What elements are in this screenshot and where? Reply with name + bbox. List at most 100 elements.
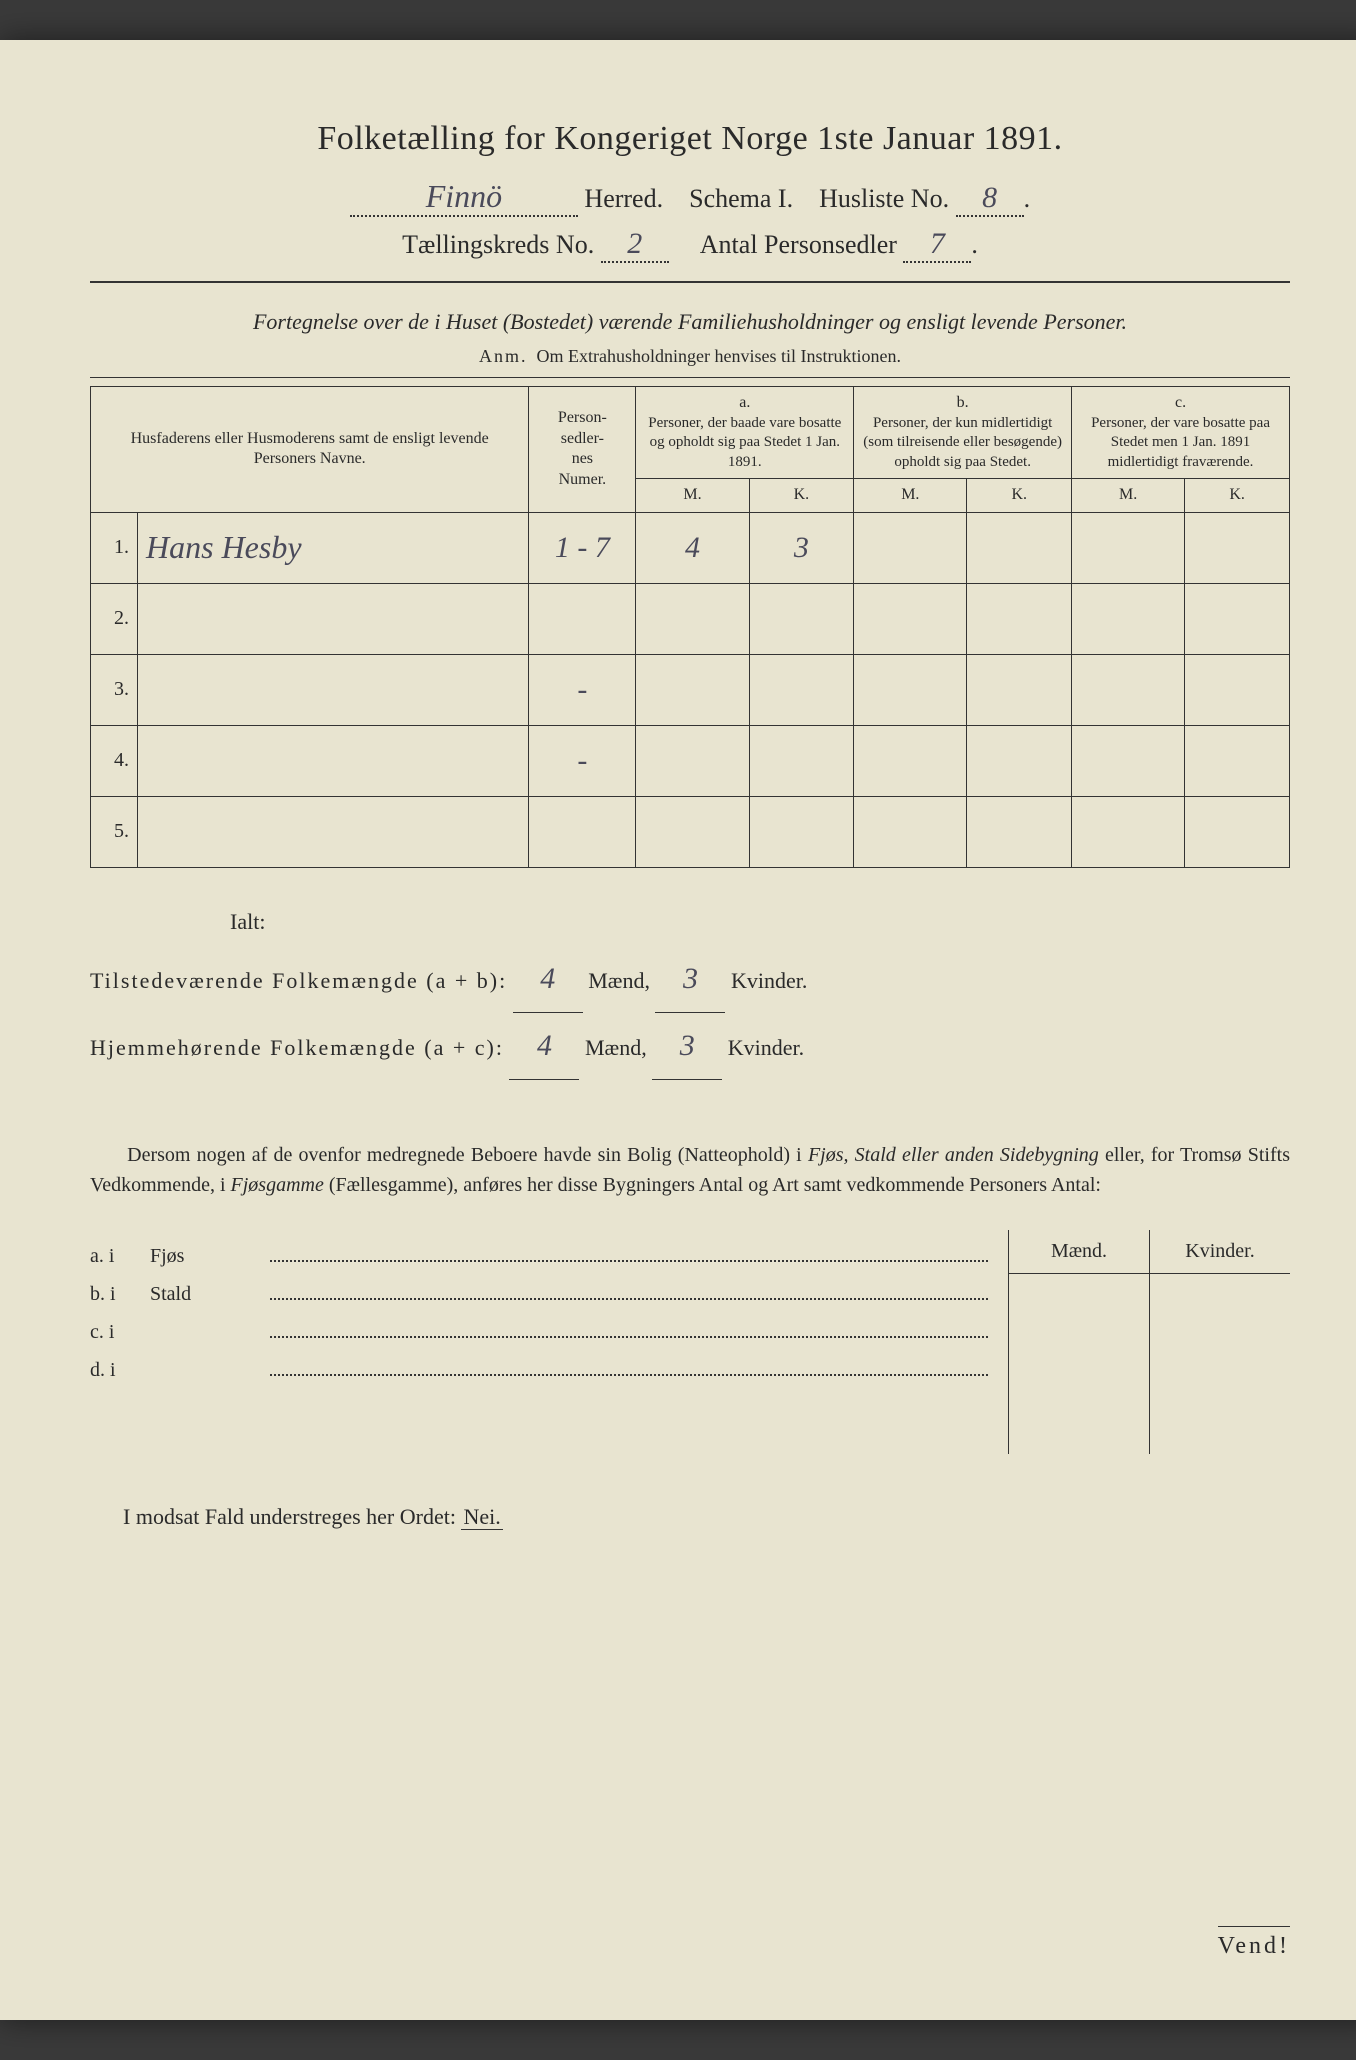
byg-row: c. i — [90, 1320, 988, 1344]
page-title: Folketælling for Kongeriget Norge 1ste J… — [90, 120, 1290, 158]
byg-lead: a. i — [90, 1245, 150, 1268]
kreds-label: Tællingskreds No. — [402, 230, 594, 259]
bygninger-columns: Mænd. Kvinder. — [1008, 1230, 1290, 1454]
row-a-m — [636, 654, 749, 725]
kvinder-label-1: Kvinder. — [731, 968, 807, 993]
col-a-m: M. — [636, 479, 749, 513]
row-a-m — [636, 583, 749, 654]
kreds-value: 2 — [601, 227, 669, 263]
row-c-m — [1072, 796, 1185, 867]
divider — [90, 281, 1290, 283]
row-name — [138, 725, 529, 796]
row-c-m — [1072, 654, 1185, 725]
byg-col-kvinder: Kvinder. — [1149, 1230, 1290, 1454]
totals-line2-label: Hjemmehørende Folkemængde (a + c): — [90, 1035, 504, 1060]
herred-line: Finnö Herred. Schema I. Husliste No. 8. — [90, 178, 1290, 217]
husliste-label: Husliste No. — [819, 184, 949, 213]
byg-col-maend: Mænd. — [1009, 1230, 1149, 1454]
row-b-k — [967, 796, 1072, 867]
row-name — [138, 796, 529, 867]
bygninger-paragraph: Dersom nogen af de ovenfor medregnede Be… — [90, 1140, 1290, 1200]
byg-type: Fjøs — [150, 1245, 270, 1268]
col-a-text: Personer, der baade vare bosatte og opho… — [644, 414, 845, 473]
table-row: 5. — [91, 796, 1290, 867]
row-c-k — [1185, 725, 1290, 796]
byg-head-k: Kvinder. — [1150, 1236, 1290, 1274]
byg-dots — [270, 1282, 988, 1300]
row-sedler — [529, 796, 636, 867]
col-num-header: Person- sedler- nes Numer. — [529, 386, 636, 512]
row-number: 4. — [91, 725, 138, 796]
row-c-k — [1185, 512, 1290, 583]
table-row: 3.- — [91, 654, 1290, 725]
schema-label: Schema I. — [689, 184, 793, 213]
row-b-m — [854, 654, 967, 725]
col-c-m: M. — [1072, 479, 1185, 513]
row-name — [138, 583, 529, 654]
col-b-header: b. Personer, der kun midlertidigt (som t… — [854, 386, 1072, 478]
nei-pre: I modsat Fald understreges her Ordet: — [123, 1504, 461, 1529]
byg-dots — [270, 1244, 988, 1262]
form-subtitle: Fortegnelse over de i Huset (Bostedet) v… — [90, 307, 1290, 338]
row-a-k — [749, 796, 854, 867]
col-a-header: a. Personer, der baade vare bosatte og o… — [636, 386, 854, 478]
row-b-k — [967, 654, 1072, 725]
byg-lead: c. i — [90, 1321, 150, 1344]
byg-row: d. i — [90, 1358, 988, 1382]
row-a-m: 4 — [636, 512, 749, 583]
col-a-k: K. — [749, 479, 854, 513]
row-b-k — [967, 583, 1072, 654]
byg-row: b. iStald — [90, 1282, 988, 1306]
row-b-k — [967, 725, 1072, 796]
totals-line2-k: 3 — [652, 1013, 722, 1080]
row-name — [138, 654, 529, 725]
table-head: Husfaderens eller Husmoderens samt de en… — [91, 386, 1290, 512]
sedler-label: Antal Personsedler — [700, 230, 897, 259]
table-row: 2. — [91, 583, 1290, 654]
col-c-text: Personer, der vare bosatte paa Stedet me… — [1080, 414, 1281, 473]
herred-label: Herred. — [584, 184, 663, 213]
row-b-k — [967, 512, 1072, 583]
nei-word: Nei. — [461, 1504, 502, 1530]
maend-label-2: Mænd, — [585, 1035, 647, 1060]
totals-block: Ialt: Tilstedeværende Folkemængde (a + b… — [90, 898, 1290, 1080]
col-b-m: M. — [854, 479, 967, 513]
row-name: Hans Hesby — [138, 512, 529, 583]
col-c-top: c. — [1080, 393, 1281, 414]
row-c-m — [1072, 512, 1185, 583]
row-b-m — [854, 512, 967, 583]
row-sedler: 1 - 7 — [529, 512, 636, 583]
divider-thin — [90, 377, 1290, 378]
col-c-header: c. Personer, der vare bosatte paa Stedet… — [1072, 386, 1290, 478]
row-number: 2. — [91, 583, 138, 654]
row-b-m — [854, 583, 967, 654]
row-b-m — [854, 796, 967, 867]
row-number: 3. — [91, 654, 138, 725]
husliste-value: 8 — [956, 181, 1024, 217]
row-c-k — [1185, 796, 1290, 867]
col-b-top: b. — [862, 393, 1063, 414]
byg-type: Stald — [150, 1283, 270, 1306]
row-a-m — [636, 796, 749, 867]
kvinder-label-2: Kvinder. — [728, 1035, 804, 1060]
row-a-m — [636, 725, 749, 796]
ialt-label: Ialt: — [230, 898, 1290, 946]
totals-line1-k: 3 — [655, 946, 725, 1013]
byg-head-m: Mænd. — [1009, 1236, 1149, 1274]
kreds-line: Tællingskreds No. 2 Antal Personsedler 7… — [90, 227, 1290, 263]
table-body: 1.Hans Hesby1 - 7432.3.-4.-5. — [91, 512, 1290, 867]
form-note: Anm. Anm. Om Extrahusholdninger henvises… — [90, 346, 1290, 367]
row-c-m — [1072, 583, 1185, 654]
col-b-text: Personer, der kun midlertidigt (som tilr… — [862, 414, 1063, 473]
row-a-k — [749, 654, 854, 725]
totals-line2-m: 4 — [509, 1013, 579, 1080]
row-c-m — [1072, 725, 1185, 796]
bygninger-list: a. iFjøs b. iStald c. i d. i — [90, 1230, 988, 1454]
byg-dots — [270, 1320, 988, 1338]
col-b-k: K. — [967, 479, 1072, 513]
col-c-k: K. — [1185, 479, 1290, 513]
totals-line-1: Tilstedeværende Folkemængde (a + b): 4 M… — [90, 946, 1290, 1013]
bygninger-block: a. iFjøs b. iStald c. i d. i Mænd. Kvinder. — [90, 1230, 1290, 1454]
maend-label-1: Mænd, — [588, 968, 650, 993]
row-b-m — [854, 725, 967, 796]
